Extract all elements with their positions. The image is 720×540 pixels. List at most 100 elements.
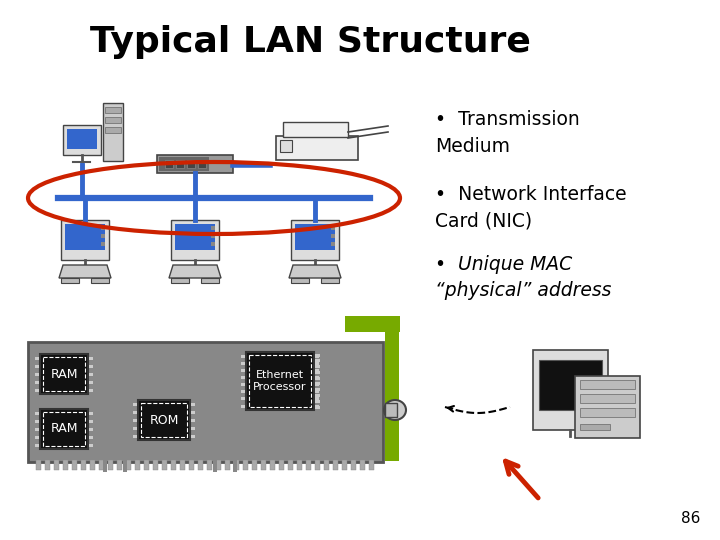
Bar <box>141 403 187 437</box>
Bar <box>191 402 195 406</box>
Bar <box>315 406 320 408</box>
Bar <box>315 394 320 397</box>
Bar <box>315 376 320 380</box>
Bar <box>117 460 122 470</box>
Bar <box>191 435 195 437</box>
Bar <box>241 354 245 357</box>
Bar <box>89 420 93 422</box>
Bar <box>63 460 68 470</box>
Bar <box>315 359 320 362</box>
Bar <box>342 460 347 470</box>
Bar <box>40 354 88 394</box>
Bar <box>67 129 97 149</box>
Bar <box>162 460 167 470</box>
Bar <box>133 402 137 406</box>
Bar <box>72 460 77 470</box>
Bar <box>270 460 275 470</box>
Bar <box>315 404 319 408</box>
Bar <box>241 376 245 379</box>
Text: 86: 86 <box>680 511 700 526</box>
Bar <box>315 400 320 403</box>
Text: •  Network Interface
Card (NIC): • Network Interface Card (NIC) <box>435 185 626 231</box>
Bar <box>234 460 239 470</box>
Bar <box>153 460 158 470</box>
Ellipse shape <box>384 400 406 420</box>
Bar <box>360 460 365 470</box>
Bar <box>61 278 79 283</box>
Bar <box>385 403 397 417</box>
Bar <box>191 410 195 414</box>
Bar <box>43 412 85 446</box>
Bar <box>89 428 93 430</box>
Bar <box>297 460 302 470</box>
Bar <box>315 369 319 372</box>
Bar <box>241 397 245 400</box>
Bar <box>315 397 319 400</box>
Text: RAM: RAM <box>50 368 78 381</box>
Bar <box>211 226 215 230</box>
Bar <box>40 409 88 449</box>
Bar <box>35 381 39 383</box>
Bar <box>180 460 185 470</box>
Bar <box>315 365 320 368</box>
Bar <box>133 410 137 414</box>
Bar <box>575 376 640 438</box>
Bar <box>191 418 195 422</box>
Bar <box>90 460 95 470</box>
Bar <box>171 460 176 470</box>
Bar <box>201 278 219 283</box>
Bar <box>246 352 314 410</box>
Bar <box>45 460 50 470</box>
Bar <box>126 460 131 470</box>
Bar <box>295 224 335 250</box>
Text: RAM: RAM <box>50 422 78 435</box>
Bar <box>306 460 311 470</box>
Bar <box>89 364 93 368</box>
Bar <box>580 408 635 417</box>
Bar <box>315 388 320 391</box>
Bar <box>211 234 215 238</box>
Bar <box>91 278 109 283</box>
Bar <box>315 376 319 379</box>
Bar <box>315 390 319 393</box>
Bar <box>35 388 39 392</box>
Bar <box>241 390 245 393</box>
Bar <box>36 460 41 470</box>
Bar <box>241 383 245 386</box>
Bar <box>171 278 189 283</box>
Bar <box>89 381 93 383</box>
Bar <box>133 435 137 437</box>
Bar <box>225 460 230 470</box>
Bar <box>159 157 209 171</box>
Bar <box>279 460 284 470</box>
Bar <box>580 380 635 389</box>
Bar <box>324 460 329 470</box>
Bar <box>211 242 215 246</box>
Bar <box>171 220 219 260</box>
Text: •  Transmission
Medium: • Transmission Medium <box>435 110 580 156</box>
Bar <box>252 460 257 470</box>
Bar <box>35 443 39 447</box>
Bar <box>288 460 293 470</box>
Bar <box>191 427 195 429</box>
Bar <box>28 342 383 462</box>
Bar <box>105 117 121 123</box>
Bar <box>81 460 86 470</box>
Bar <box>580 394 635 403</box>
Bar <box>105 127 121 133</box>
Bar <box>321 278 339 283</box>
Bar <box>43 357 85 391</box>
Bar <box>35 356 39 360</box>
Bar <box>539 360 601 410</box>
Bar <box>331 242 335 246</box>
Text: •  Unique MAC
“physical” address: • Unique MAC “physical” address <box>435 255 611 300</box>
Bar <box>315 382 320 386</box>
Bar <box>261 460 266 470</box>
Bar <box>89 356 93 360</box>
Bar <box>315 383 319 386</box>
Bar <box>133 427 137 429</box>
Bar <box>105 107 121 113</box>
Bar <box>207 460 212 470</box>
Bar <box>135 460 140 470</box>
Bar <box>213 458 217 472</box>
